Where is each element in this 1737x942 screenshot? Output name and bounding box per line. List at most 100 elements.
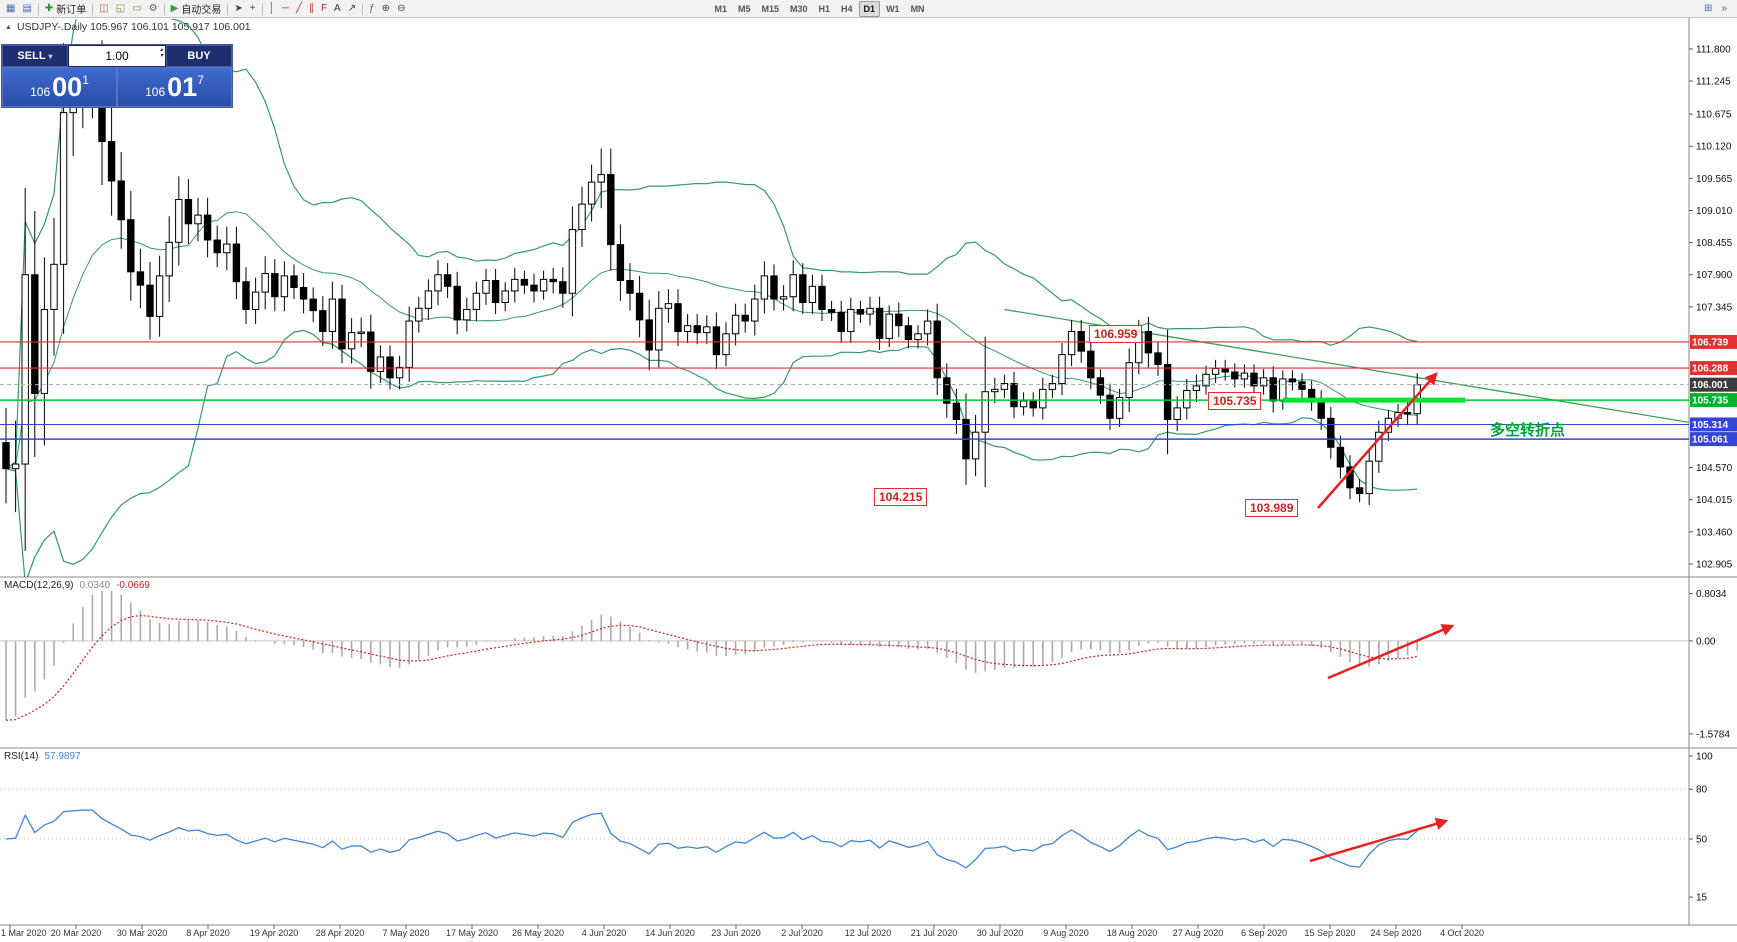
new-order-label: 新订单 <box>56 5 87 16</box>
indicators-icon: ƒ <box>369 2 375 14</box>
new-order-button[interactable]: ✚ 新订单 <box>42 1 89 17</box>
volume-value: 1.00 <box>105 49 129 63</box>
timeframe-w1-button[interactable]: W1 <box>886 3 900 14</box>
sell-button-label: SELL <box>17 50 46 62</box>
fibonacci-button[interactable]: F <box>318 1 330 17</box>
svg-text:12 Jul 2020: 12 Jul 2020 <box>845 928 892 938</box>
macd-signal-value: -0.0669 <box>116 580 150 591</box>
toolbar-more-button[interactable]: » <box>1718 1 1730 17</box>
sell-price-button[interactable]: 106 00 1 <box>2 67 117 107</box>
timeframe-group: M1 M5 M15 M30 H1 H4 D1 W1 MN <box>709 0 929 17</box>
trendline-button[interactable]: ╱ <box>293 1 305 17</box>
volume-input[interactable]: 1.00 ▴ ▾ <box>69 46 165 66</box>
price-flag[interactable]: 103.989 <box>1245 499 1299 517</box>
svg-text:50: 50 <box>1696 835 1708 846</box>
navigator-icon: ◱ <box>115 2 126 14</box>
terminal-button[interactable]: ▭ <box>129 1 144 17</box>
zoom-in-button[interactable]: ⊕ <box>379 1 393 17</box>
timeframe-d1-button[interactable]: D1 <box>858 0 881 17</box>
buy-price-base: 106 <box>145 85 166 99</box>
timeframe-h1-button[interactable]: H1 <box>818 3 831 14</box>
timeframe-m1-button[interactable]: M1 <box>714 3 727 14</box>
horizontal-line-icon: ─ <box>281 2 289 14</box>
symbol-ohlc-line: ▲ USDJPY-.Daily 105.967 106.101 105.917 … <box>5 21 251 33</box>
autotrade-button[interactable]: ▶ 自动交易 <box>168 1 225 17</box>
spin-up-icon[interactable]: ▴ <box>159 47 163 53</box>
text-button[interactable]: A <box>331 1 344 17</box>
strategy-tester-button[interactable]: ⚙ <box>146 1 161 17</box>
svg-text:4 Oct 2020: 4 Oct 2020 <box>1440 928 1484 938</box>
sell-price-big: 00 <box>52 71 83 102</box>
text-icon: A <box>334 2 341 14</box>
svg-text:15: 15 <box>1696 893 1708 904</box>
navigator-button[interactable]: ◱ <box>113 1 128 17</box>
svg-text:80: 80 <box>1696 785 1708 796</box>
toolbar-separator <box>92 2 94 15</box>
new-order-icon: ✚ <box>44 2 54 14</box>
trade-panel-prices: 106 00 1 106 01 7 <box>2 67 232 107</box>
svg-text:105.314: 105.314 <box>1692 420 1729 431</box>
buy-button[interactable]: BUY <box>166 45 232 67</box>
new-chart-button[interactable]: ▦ <box>3 1 18 17</box>
tile-windows-button[interactable]: ⊞ <box>1701 1 1715 17</box>
equidistant-channel-button[interactable]: ∥ <box>306 1 317 17</box>
timeframe-m30-button[interactable]: M30 <box>790 3 808 14</box>
svg-text:27 Aug 2020: 27 Aug 2020 <box>1173 928 1224 938</box>
svg-text:107.345: 107.345 <box>1696 302 1733 313</box>
svg-text:1 Mar 2020: 1 Mar 2020 <box>1 928 47 938</box>
svg-text:4 Jun 2020: 4 Jun 2020 <box>582 928 627 938</box>
buy-price-button[interactable]: 106 01 7 <box>117 67 232 107</box>
autotrade-icon: ▶ <box>170 2 179 14</box>
vertical-line-button[interactable]: │ <box>266 1 278 17</box>
svg-text:109.565: 109.565 <box>1696 174 1733 185</box>
crosshair-icon: + <box>249 2 256 14</box>
svg-text:2 Jul 2020: 2 Jul 2020 <box>781 928 823 938</box>
timeframe-mn-button[interactable]: MN <box>910 3 925 14</box>
price-flag[interactable]: 106.959 <box>1089 325 1143 343</box>
price-flag[interactable]: 105.735 <box>1208 392 1262 410</box>
svg-text:9 Aug 2020: 9 Aug 2020 <box>1043 928 1089 938</box>
timeframe-m15-button[interactable]: M15 <box>761 3 779 14</box>
turning-point-label[interactable]: 多空转折点 <box>1490 422 1566 439</box>
buy-price-big: 01 <box>167 71 198 102</box>
toolbar-separator <box>163 2 165 15</box>
vertical-line-icon: │ <box>268 2 275 14</box>
equidistant-channel-icon: ∥ <box>308 2 314 14</box>
sell-price-base: 106 <box>30 85 51 99</box>
chart-profiles-button[interactable]: ▤ <box>19 1 34 17</box>
crosshair-button[interactable]: + <box>247 1 259 17</box>
chart-profiles-icon: ▤ <box>22 2 32 14</box>
fibonacci-icon: F <box>320 2 328 14</box>
price-flag[interactable]: 104.215 <box>874 488 928 506</box>
new-chart-icon: ▦ <box>6 2 16 14</box>
zoom-out-button[interactable]: ⊖ <box>394 1 408 17</box>
timeframe-h4-button[interactable]: H4 <box>841 3 853 14</box>
timeframe-m5-button[interactable]: M5 <box>737 3 751 14</box>
svg-text:104.015: 104.015 <box>1696 495 1733 506</box>
spin-down-icon[interactable]: ▾ <box>159 53 163 59</box>
cursor-button[interactable]: ➤ <box>231 1 245 17</box>
horizontal-line-button[interactable]: ─ <box>279 1 292 17</box>
toolbar-separator <box>362 2 364 15</box>
sell-button[interactable]: SELL ▾ <box>2 45 68 67</box>
rsi-label: RSI(14) 57.9897 <box>4 751 81 762</box>
market-watch-button[interactable]: ◫ <box>96 1 111 17</box>
svg-text:30 Jul 2020: 30 Jul 2020 <box>977 928 1024 938</box>
svg-text:19 Apr 2020: 19 Apr 2020 <box>250 928 299 938</box>
chart-collapse-icon[interactable]: ▲ <box>5 23 12 31</box>
svg-text:100: 100 <box>1696 752 1713 763</box>
svg-text:15 Sep 2020: 15 Sep 2020 <box>1304 928 1355 938</box>
arrows-tool-button[interactable]: ↗ <box>345 1 359 17</box>
rsi-name: RSI(14) <box>4 751 39 762</box>
toolbar: ▦ ▤ ✚ 新订单 ◫ ◱ ▭ ⚙ ▶ 自动交易 ➤ + │ ─ ╱ ∥ F A ↗ ƒ ⊕ ⊖ M1 M5 M15 M30 H1 H… <box>0 0 1737 18</box>
svg-text:0.8034: 0.8034 <box>1696 589 1727 600</box>
volume-spinner[interactable]: ▴ ▾ <box>160 47 163 59</box>
toolbar-right-group: ⊞» <box>1701 1 1734 17</box>
trade-panel-header: SELL ▾ 1.00 ▴ ▾ BUY <box>2 45 232 67</box>
indicators-button[interactable]: ƒ <box>366 1 378 17</box>
toolbar-more-icon: » <box>1721 2 1727 14</box>
svg-text:17 May 2020: 17 May 2020 <box>446 928 498 938</box>
toolbar-separator <box>227 2 229 15</box>
macd-value: 0.0340 <box>79 580 111 591</box>
